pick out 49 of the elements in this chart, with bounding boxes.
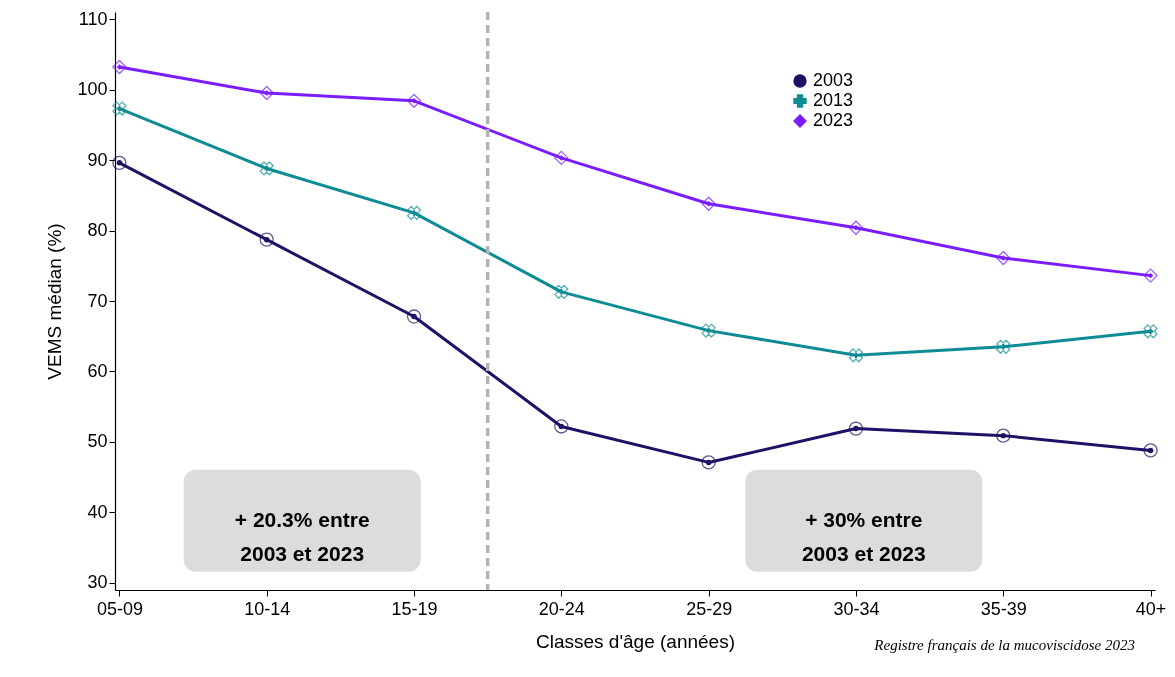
point [996, 428, 1011, 443]
y-tick-label: 100 [77, 79, 108, 100]
point [554, 284, 569, 299]
point [554, 150, 569, 166]
point [112, 59, 127, 75]
x-tick-label: 20-24 [538, 598, 585, 619]
x-tick-label: 10-14 [244, 598, 291, 619]
y-tick-label: 90 [87, 149, 108, 170]
x-axis-title: Classes d'âge (années) [535, 630, 736, 652]
x-tick-label: 30-34 [833, 598, 880, 619]
x-tick-label: 25-29 [686, 598, 733, 619]
point [1143, 324, 1158, 339]
point [406, 205, 422, 220]
point [701, 323, 716, 338]
legend-label: 2013 [813, 90, 854, 110]
legend-label: 2023 [813, 110, 854, 130]
point [996, 339, 1011, 354]
x-tick-label: 40+ [1135, 598, 1167, 619]
point [848, 421, 864, 436]
y-tick-label: 30 [87, 572, 108, 593]
y-axis-title: VEMS médian (%) [44, 223, 66, 380]
y-tick-label: 40 [87, 501, 108, 522]
point [1143, 268, 1158, 283]
point [1143, 443, 1158, 458]
point [259, 85, 274, 101]
point [406, 93, 422, 108]
annotation: + 20.3% entre 2003 et 2023 [234, 507, 370, 565]
point [259, 161, 274, 176]
point [848, 348, 864, 363]
point [554, 419, 569, 434]
point [112, 155, 127, 170]
legend-label: 2003 [813, 70, 854, 90]
y-tick-label: 50 [87, 431, 108, 452]
point [996, 250, 1011, 266]
y-tick-label: 80 [87, 220, 108, 241]
y-tick-label: 70 [87, 290, 108, 311]
y-tick-label: 60 [87, 360, 108, 381]
x-tick-label: 05-09 [96, 598, 143, 619]
x-tick-label: 35-39 [980, 598, 1027, 619]
y-tick-label: 110 [78, 8, 108, 29]
text: Registre français de la mucoviscidose 2023 [873, 637, 1135, 653]
annotation: + 30% entre 2003 et 2023 [801, 507, 926, 565]
point [406, 309, 422, 324]
point [112, 101, 127, 116]
point [848, 220, 864, 235]
x-tick-label: 15-19 [391, 598, 438, 619]
point [701, 455, 716, 470]
point [701, 196, 716, 211]
point [259, 232, 274, 247]
